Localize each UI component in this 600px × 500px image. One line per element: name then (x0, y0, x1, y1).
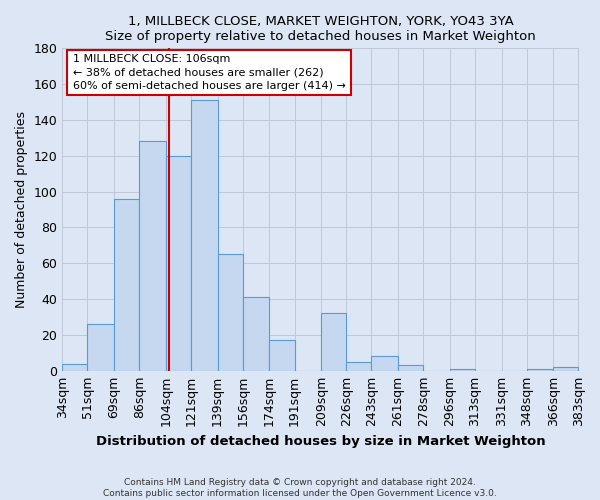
Bar (191, 100, 218, 371)
Bar (166, 156, 191, 371)
FancyBboxPatch shape (67, 50, 352, 95)
X-axis label: Distribution of detached houses by size in Market Weighton: Distribution of detached houses by size … (95, 434, 545, 448)
Y-axis label: Number of detached properties: Number of detached properties (15, 111, 28, 308)
Bar (139, 142, 166, 371)
Bar (398, 366, 423, 371)
Bar (62, 364, 88, 371)
Bar (243, 298, 269, 371)
Bar (114, 199, 139, 371)
Title: 1, MILLBECK CLOSE, MARKET WEIGHTON, YORK, YO43 3YA
Size of property relative to : 1, MILLBECK CLOSE, MARKET WEIGHTON, YORK… (105, 15, 536, 43)
Text: 1 MILLBECK CLOSE: 106sqm
← 38% of detached houses are smaller (262)
60% of semi-: 1 MILLBECK CLOSE: 106sqm ← 38% of detach… (73, 54, 346, 90)
Bar (321, 314, 346, 371)
Bar (88, 324, 114, 371)
Bar (527, 369, 553, 371)
Bar (269, 340, 295, 371)
Bar (553, 367, 578, 371)
Bar (450, 369, 475, 371)
Bar (346, 362, 371, 371)
Bar (218, 254, 243, 371)
Text: Contains HM Land Registry data © Crown copyright and database right 2024.
Contai: Contains HM Land Registry data © Crown c… (103, 478, 497, 498)
Bar (371, 356, 398, 371)
